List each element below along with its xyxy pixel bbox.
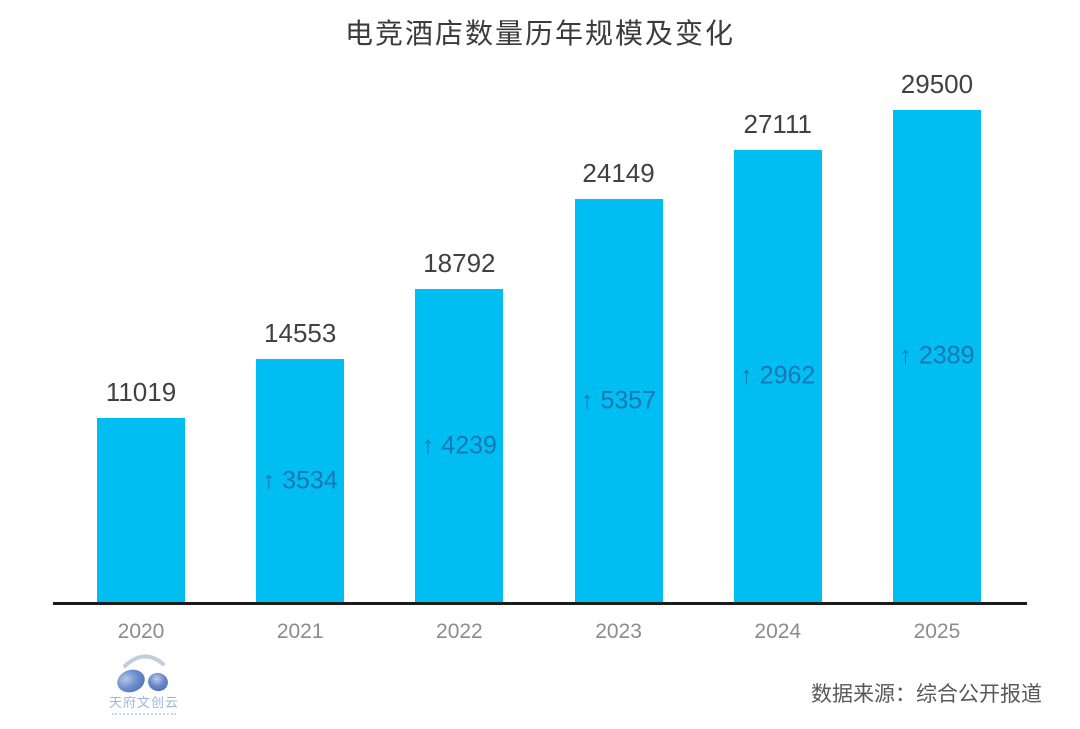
logo-text: 天府文创云 <box>108 695 179 710</box>
bar-delta-label: ↑ 5357 <box>581 386 657 414</box>
bar: ↑ 2389 <box>892 110 981 602</box>
x-tick-label: 2025 <box>913 620 961 643</box>
logo-subtext-line <box>112 713 176 716</box>
bar: ↑ 4239 <box>415 289 504 602</box>
x-tick-label: 2023 <box>595 620 642 643</box>
brand-logo: 天府文创云 <box>98 650 190 716</box>
bar-column-2021: 14553 ↑ 3534 <box>256 318 345 602</box>
bar-column-2022: 18792 ↑ 4239 <box>415 248 504 602</box>
x-tick-label: 2021 <box>276 620 324 643</box>
bar-delta-label: ↑ 4239 <box>421 431 497 459</box>
bar-value-label: 29500 <box>900 69 974 99</box>
headphones-icon <box>117 654 168 693</box>
bar-column-2020: 11019 <box>97 379 185 602</box>
bar <box>97 418 185 602</box>
x-tick-label: 2020 <box>117 620 165 643</box>
bar-column-2025: 29500 ↑ 2389 <box>892 69 981 602</box>
bar-value-label: 14553 <box>264 318 337 348</box>
bar-delta-label: ↑ 2389 <box>899 341 975 370</box>
bar-value-label: 24149 <box>582 158 655 188</box>
x-tick-label: 2024 <box>754 620 802 643</box>
x-axis-tick-labels: 2020 2021 2022 2023 2024 2025 <box>53 620 1027 644</box>
x-axis-line <box>53 602 1027 605</box>
bar-column-2023: 24149 ↑ 5357 <box>574 158 663 602</box>
bar-value-label: 11019 <box>105 377 177 407</box>
bar: ↑ 5357 <box>574 199 663 602</box>
data-source-label: 数据来源：综合公开报道 <box>811 683 1042 706</box>
chart-title: 电竞酒店数量历年规模及变化 <box>344 18 735 49</box>
bar: ↑ 2962 <box>733 150 822 602</box>
bar-delta-label: ↑ 2962 <box>740 361 816 390</box>
bar: ↑ 3534 <box>256 359 345 602</box>
bar-column-2024: 27111 ↑ 2962 <box>733 109 822 602</box>
bar-value-label: 18792 <box>423 248 496 278</box>
bar-delta-label: ↑ 3534 <box>262 466 338 494</box>
x-tick-label: 2022 <box>436 620 483 643</box>
bar-value-label: 27111 <box>743 109 812 139</box>
bar-chart-plot-area: 11019 14553 ↑ 3534 18792 ↑ 4239 24149 ↑ 5357 27… <box>53 0 1027 602</box>
